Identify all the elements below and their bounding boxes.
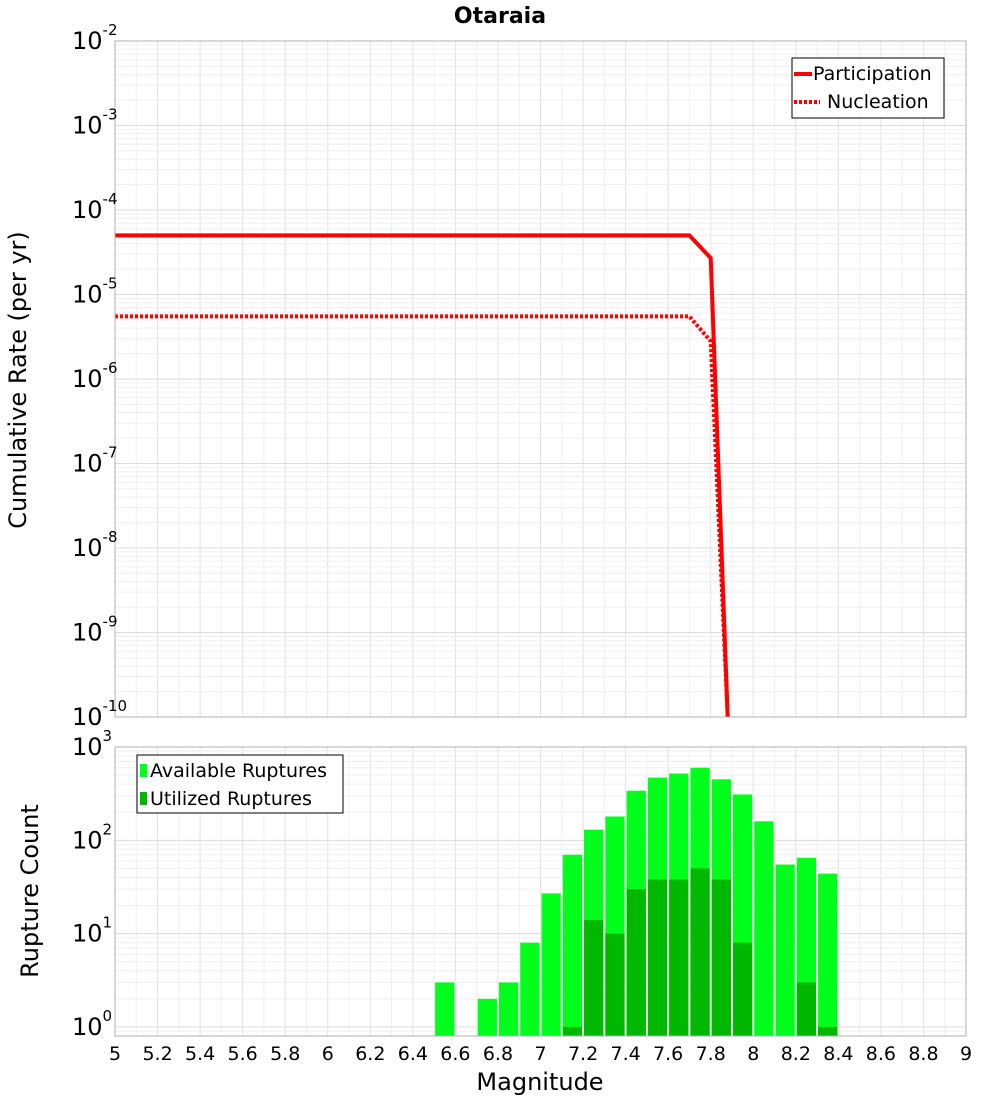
x-tick-label: 7.6	[653, 1043, 683, 1065]
bottom-plot-frame	[114, 746, 967, 1037]
x-tick-label: 7.8	[696, 1043, 726, 1065]
available-ruptures-bar	[775, 864, 795, 1036]
bottom-legend: Available Ruptures Utilized Ruptures	[136, 754, 344, 814]
bottom-x-tick-labels: 5 5.2 5.4 5.6 5.8 6 6.2 6.4 6.6 6.8 7 7.2 7.4 7.6 7.8 8…	[109, 1043, 972, 1065]
utilized-ruptures-bar	[605, 933, 625, 1036]
utilized-ruptures-bar	[711, 879, 731, 1036]
top-y-tick-label: 10-2	[72, 21, 118, 55]
x-tick-label: 5	[109, 1043, 121, 1065]
utilized-legend-label: Utilized Ruptures	[150, 788, 312, 810]
top-y-tick-label: 10-9	[72, 613, 118, 647]
x-tick-label: 8.8	[908, 1043, 938, 1065]
available-ruptures-bar	[562, 854, 583, 1036]
top-y-tick-label: 10-8	[72, 528, 118, 562]
x-tick-label: 5.6	[228, 1043, 258, 1065]
available-ruptures-bar	[477, 998, 497, 1036]
participation-line	[115, 233, 730, 718]
top-y-tick-labels: 10-10 10-9 10-8 10-7 10-6 10-5 10-4 10-3 10-2	[72, 21, 127, 731]
utilized-ruptures-bar	[796, 982, 817, 1036]
available-ruptures-bar	[435, 982, 455, 1036]
bottom-y-tick-label: 100	[72, 1007, 112, 1041]
utilized-ruptures-bar	[647, 879, 668, 1036]
bottom-y-tick-label: 101	[72, 914, 112, 948]
x-tick-label: 7.4	[610, 1043, 640, 1065]
utilized-ruptures-bar	[584, 920, 604, 1036]
top-plot-frame	[114, 40, 967, 718]
available-ruptures-bar	[818, 873, 838, 1036]
bottom-y-tick-label: 103	[72, 727, 112, 761]
available-legend-label: Available Ruptures	[150, 760, 327, 782]
x-tick-label: 5.8	[270, 1043, 300, 1065]
top-gridlines	[114, 41, 967, 718]
utilized-ruptures-bar	[669, 879, 689, 1036]
x-tick-label: 8.2	[781, 1043, 811, 1065]
utilized-ruptures-bar	[626, 889, 646, 1036]
participation-legend-label: Participation	[813, 63, 932, 85]
top-y-tick-label: 10-6	[72, 359, 118, 393]
top-series-lines	[115, 233, 730, 718]
top-y-tick-label: 10-4	[72, 190, 118, 224]
top-y-tick-label: 10-7	[72, 444, 118, 478]
bottom-y-tick-label: 102	[72, 820, 112, 854]
utilized-ruptures-bar	[818, 1026, 838, 1036]
bottom-y-axis-label: Rupture Count	[16, 804, 44, 978]
x-tick-label: 6.4	[398, 1043, 428, 1065]
utilized-ruptures-bar	[732, 942, 753, 1036]
bottom-legend-box	[136, 754, 344, 814]
available-ruptures-bar	[754, 821, 774, 1036]
x-tick-label: 7	[534, 1043, 546, 1065]
nucleation-legend-label: Nucleation	[827, 91, 929, 113]
top-y-tick-label: 10-10	[72, 697, 127, 731]
x-tick-label: 8.6	[866, 1043, 896, 1065]
available-ruptures-bar	[541, 893, 561, 1036]
x-tick-label: 7.2	[568, 1043, 598, 1065]
nucleation-line	[115, 314, 730, 718]
top-y-tick-label: 10-3	[72, 106, 118, 140]
x-tick-label: 5.4	[185, 1043, 215, 1065]
x-tick-label: 8	[747, 1043, 759, 1065]
top-y-axis-label: Cumulative Rate (per yr)	[4, 231, 32, 529]
top-legend-box	[791, 57, 945, 119]
x-tick-label: 6.8	[483, 1043, 513, 1065]
utilized-ruptures-bar	[690, 868, 710, 1036]
x-tick-label: 5.2	[142, 1043, 172, 1065]
available-ruptures-bar	[520, 942, 540, 1036]
utilized-ruptures-bar	[562, 1026, 583, 1036]
utilized-legend-swatch	[140, 792, 147, 805]
x-tick-label: 9	[960, 1043, 972, 1065]
available-ruptures-bar	[498, 982, 519, 1036]
bottom-y-tick-labels: 100 101 102 103	[72, 727, 112, 1041]
x-tick-label: 8.4	[823, 1043, 853, 1065]
bottom-bars	[435, 767, 838, 1036]
x-axis-label: Magnitude	[476, 1068, 603, 1096]
x-tick-label: 6.6	[440, 1043, 470, 1065]
available-legend-swatch	[140, 764, 147, 777]
chart-title: Otaraia	[454, 4, 546, 29]
top-legend: Participation Nucleation	[791, 57, 945, 119]
x-tick-label: 6	[322, 1043, 334, 1065]
top-y-tick-label: 10-5	[72, 275, 118, 309]
x-tick-label: 6.2	[355, 1043, 385, 1065]
